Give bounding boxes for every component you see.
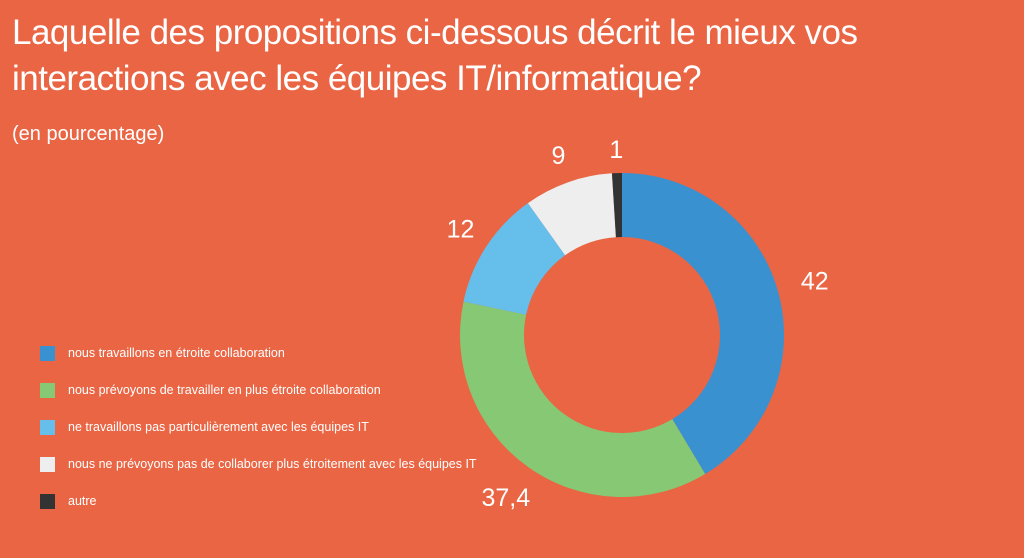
slice-value-label: 42 bbox=[801, 268, 829, 296]
legend-swatch bbox=[40, 419, 55, 435]
legend-label: nous ne prévoyons pas de collaborer plus… bbox=[68, 456, 477, 471]
donut-slice bbox=[460, 301, 706, 497]
legend-label: autre bbox=[68, 493, 97, 508]
donut-slice bbox=[611, 173, 622, 238]
legend-item: autre bbox=[40, 492, 477, 510]
slice-value-label: 1 bbox=[609, 136, 623, 164]
slice-value-label: 37,4 bbox=[482, 484, 531, 512]
legend-swatch bbox=[40, 456, 55, 472]
slice-value-label: 12 bbox=[447, 215, 475, 243]
legend-item: nous ne prévoyons pas de collaborer plus… bbox=[40, 455, 477, 473]
legend-swatch bbox=[40, 382, 55, 398]
donut-slice bbox=[463, 203, 566, 315]
chart-title: Laquelle des propositions ci-dessous déc… bbox=[12, 13, 858, 98]
chart-legend: nous travaillons en étroite collaboratio… bbox=[40, 344, 477, 529]
legend-swatch bbox=[40, 345, 55, 361]
legend-label: ne travaillons pas particulièrement avec… bbox=[68, 419, 369, 434]
legend-label: nous prévoyons de travailler en plus étr… bbox=[68, 382, 381, 397]
legend-label: nous travaillons en étroite collaboratio… bbox=[68, 345, 285, 360]
legend-item: nous travaillons en étroite collaboratio… bbox=[40, 344, 477, 362]
legend-item: nous prévoyons de travailler en plus étr… bbox=[40, 381, 477, 399]
donut-slice bbox=[527, 173, 616, 256]
legend-swatch bbox=[40, 493, 55, 509]
slice-value-label: 9 bbox=[552, 142, 566, 170]
legend-item: ne travaillons pas particulièrement avec… bbox=[40, 418, 477, 436]
chart-subtitle: (en pourcentage) bbox=[12, 123, 165, 145]
donut-slice bbox=[622, 173, 784, 475]
